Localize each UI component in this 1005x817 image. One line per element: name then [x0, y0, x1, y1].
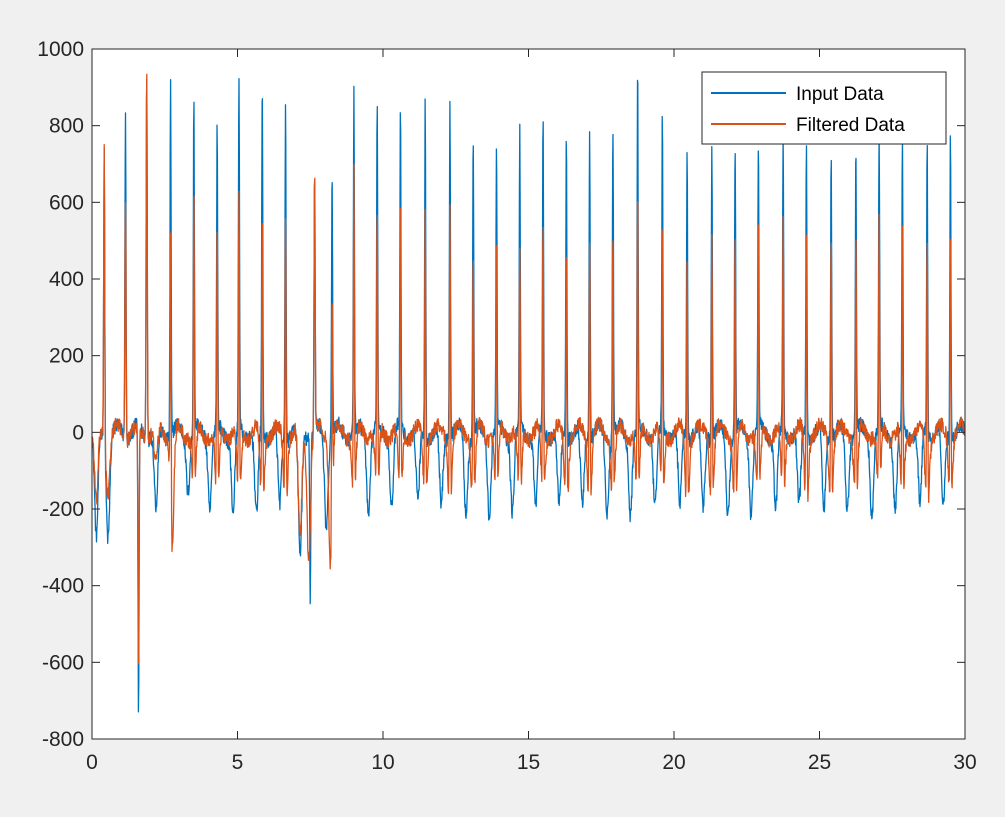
legend: Input Data Filtered Data [701, 71, 947, 145]
x-tick-label: 10 [371, 751, 394, 774]
y-tick-label: -200 [42, 498, 84, 521]
y-tick-label: 400 [49, 268, 84, 291]
x-tick-label: 25 [808, 751, 831, 774]
legend-label-input-data: Input Data [796, 84, 884, 105]
y-tick-label: -600 [42, 651, 84, 674]
y-tick-label: 1000 [37, 38, 84, 61]
y-tick-label: -800 [42, 728, 84, 751]
y-tick-label: 0 [72, 421, 84, 444]
legend-label-filtered-data: Filtered Data [796, 115, 905, 136]
x-tick-label: 5 [232, 751, 244, 774]
plot-area [92, 49, 965, 739]
x-tick-label: 20 [662, 751, 685, 774]
y-tick-label: -400 [42, 575, 84, 598]
series-layer [92, 73, 965, 713]
y-tick-label: 800 [49, 115, 84, 138]
x-tick-label: 30 [953, 751, 976, 774]
y-tick-label: 200 [49, 345, 84, 368]
legend-box [701, 71, 947, 145]
series-line-filtered-data [92, 73, 965, 665]
x-tick-label: 15 [517, 751, 540, 774]
x-tick-label: 0 [86, 751, 98, 774]
y-tick-label: 600 [49, 191, 84, 214]
axis-ticks: 0 5 10 15 20 25 30 -800 -600 -400 -200 0 200 400 600 80… [37, 38, 976, 774]
